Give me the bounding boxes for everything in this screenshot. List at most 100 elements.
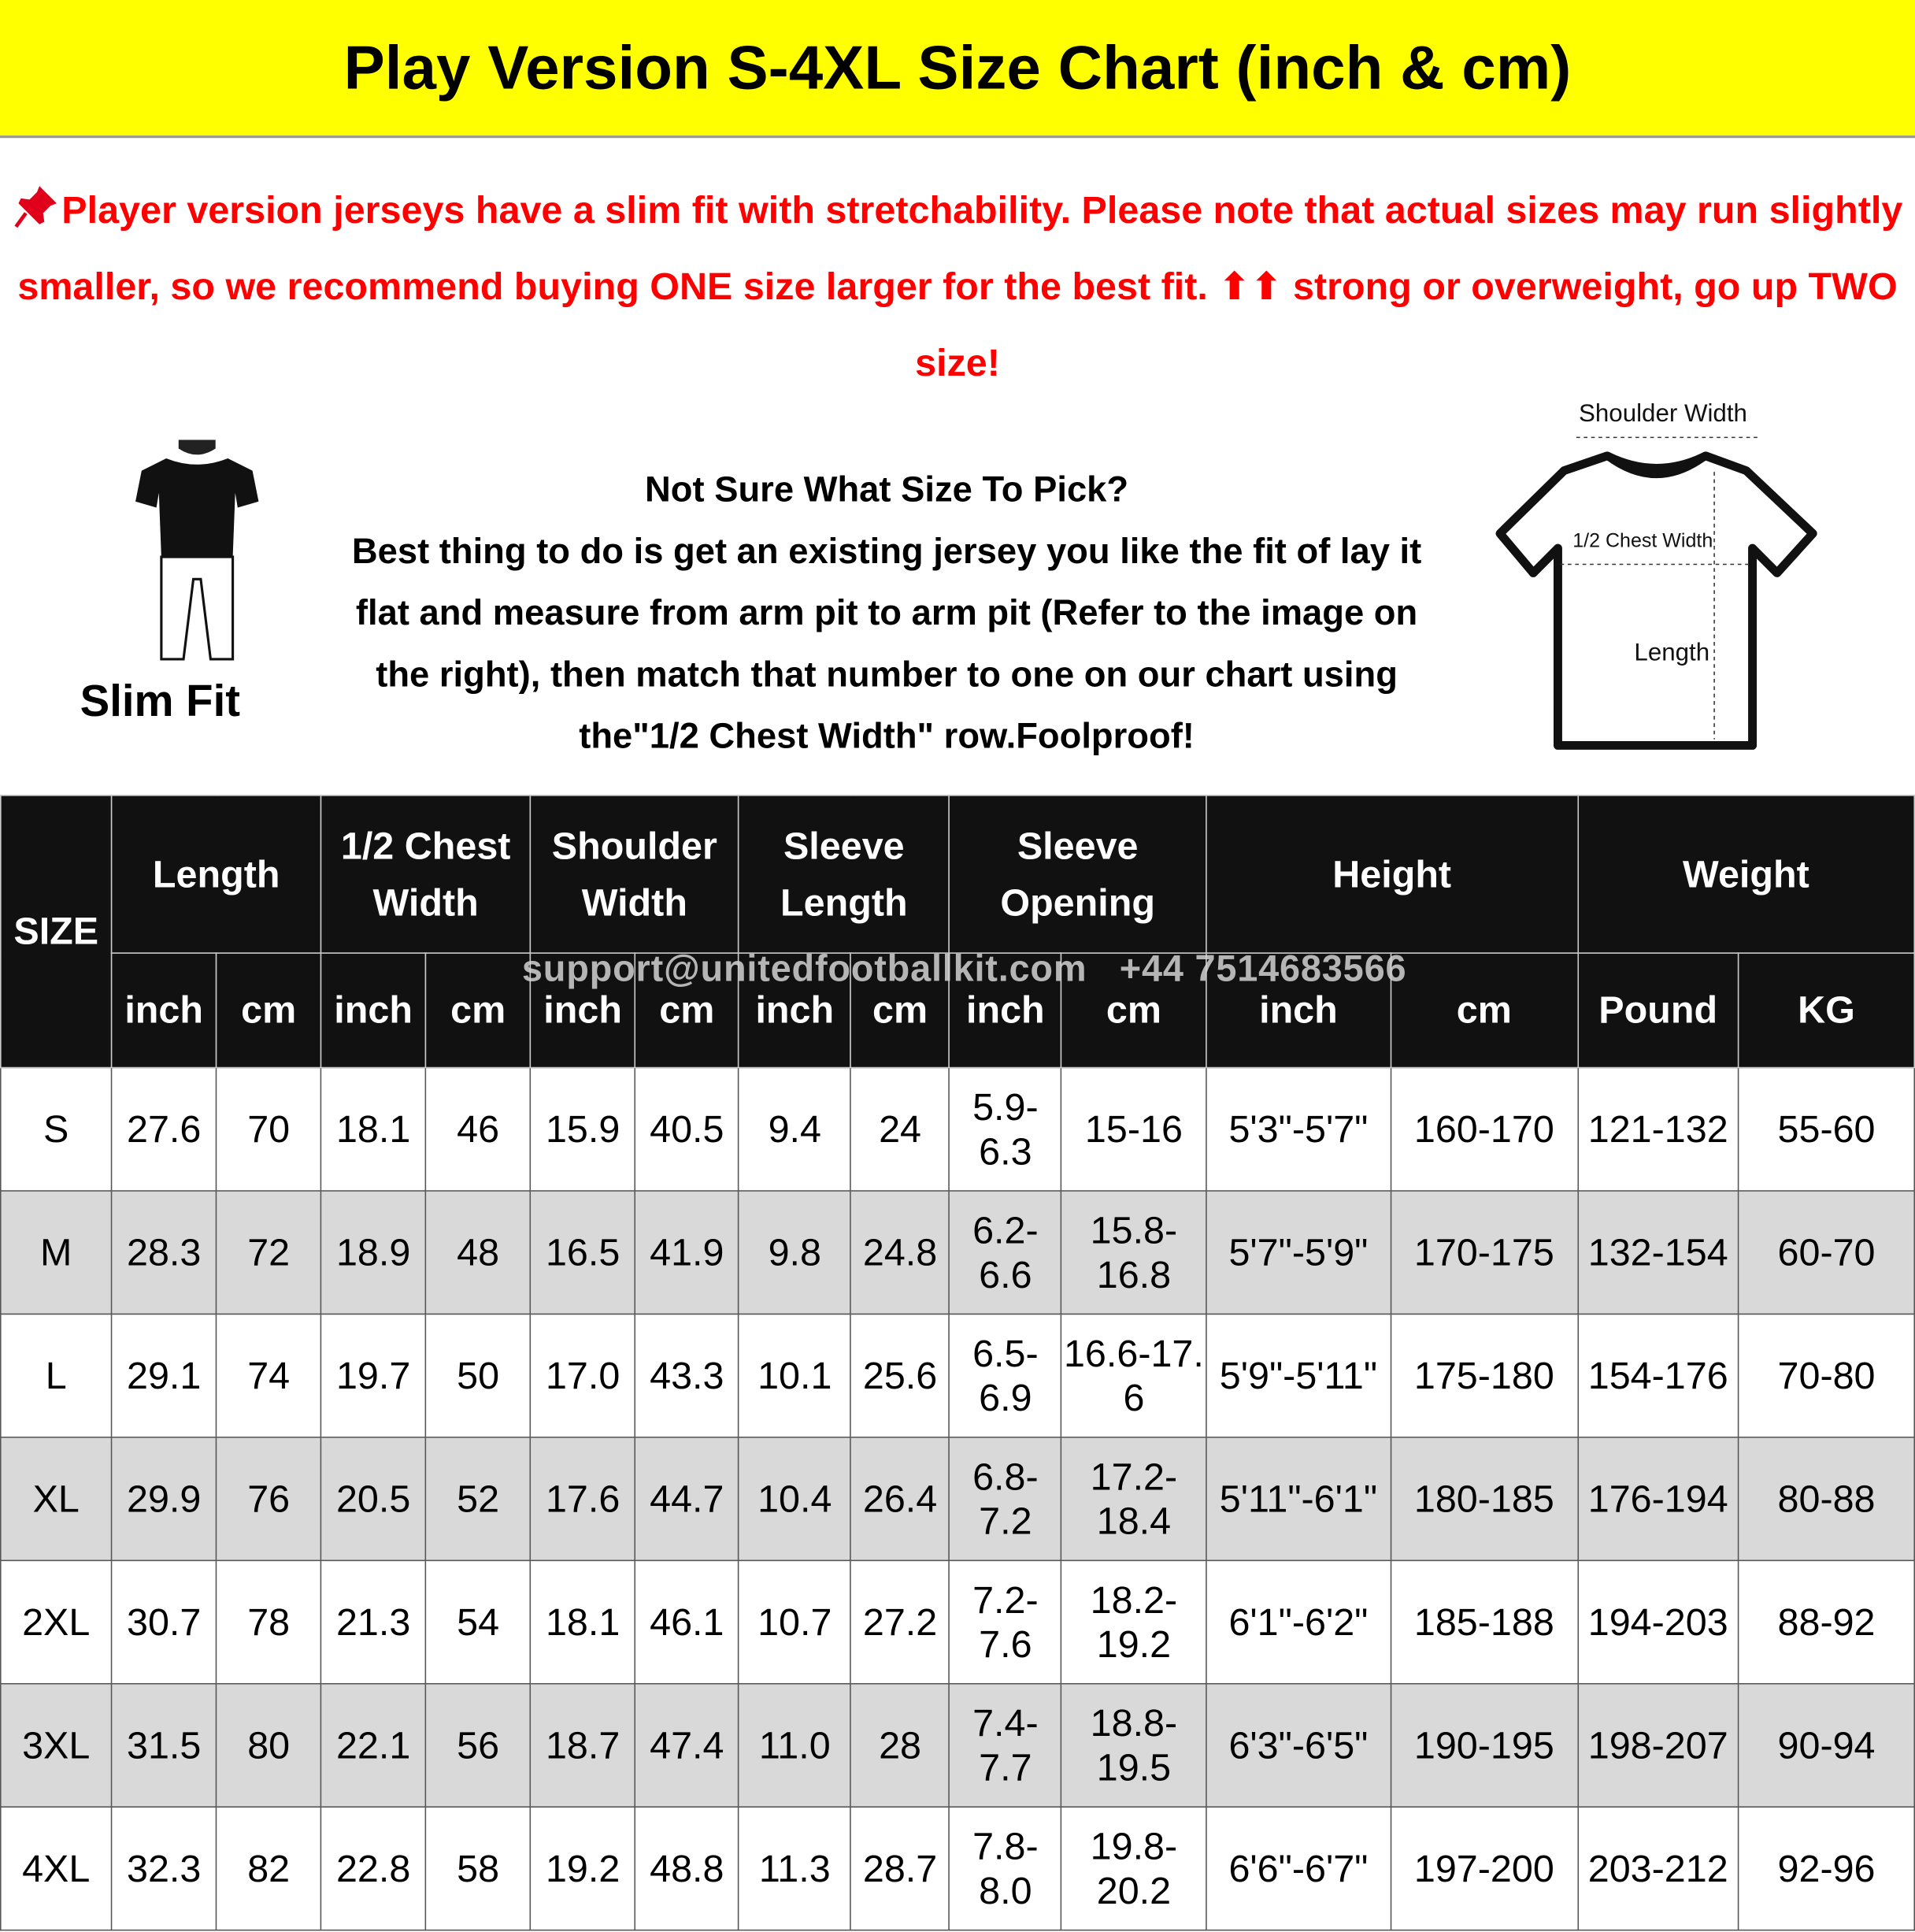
data-cell: 11.3 [738, 1806, 852, 1931]
group-header: Sleeve Opening [948, 795, 1207, 954]
data-cell: 16.5 [529, 1190, 636, 1315]
data-cell: 70-80 [1738, 1313, 1915, 1438]
data-cell: 48 [424, 1190, 532, 1315]
data-cell: 28.7 [850, 1806, 950, 1931]
data-cell: 92-96 [1738, 1806, 1915, 1931]
data-cell: 10.4 [738, 1437, 852, 1562]
unit-header: inch [738, 952, 852, 1069]
size-table: SIZE Length 1/2 Chest Width Shoulder Width S… [0, 795, 1915, 1931]
unit-header: inch [110, 952, 217, 1069]
data-cell: 6.5-6.9 [948, 1313, 1062, 1438]
diagram-label: Length [1634, 639, 1710, 667]
size-guide: Not Sure What Size To Pick? Best thing t… [326, 460, 1446, 768]
data-cell: 31.5 [110, 1682, 217, 1808]
data-cell: 198-207 [1576, 1682, 1739, 1808]
group-header: Sleeve Length [738, 795, 950, 954]
size-cell: 3XL [0, 1682, 113, 1808]
data-cell: 74 [215, 1313, 322, 1438]
data-row: 4XL 32.3 82 22.8 58 19.2 48.8 11.3 28.7 7.8-8.0 19… [0, 1806, 1915, 1931]
data-cell: 18.1 [529, 1559, 636, 1685]
data-cell: 18.7 [529, 1682, 636, 1808]
data-cell: 41.9 [634, 1190, 739, 1315]
guide-heading: Not Sure What Size To Pick? [645, 470, 1129, 510]
unit-header: inch [1205, 952, 1391, 1069]
data-cell: 16.6-17. 6 [1061, 1313, 1207, 1438]
data-cell: 46 [424, 1066, 532, 1192]
data-cell: 18.8-19.5 [1061, 1682, 1207, 1808]
data-cell: 28.3 [110, 1190, 217, 1315]
data-cell: 10.7 [738, 1559, 852, 1685]
data-cell: 194-203 [1576, 1559, 1739, 1685]
data-cell: 24.8 [850, 1190, 950, 1315]
data-cell: 154-176 [1576, 1313, 1739, 1438]
data-cell: 76 [215, 1437, 322, 1562]
data-cell: 19.7 [320, 1313, 427, 1438]
data-cell: 7.8-8.0 [948, 1806, 1062, 1931]
data-cell: 27.2 [850, 1559, 950, 1685]
unit-header: inch [320, 952, 427, 1069]
data-cell: 185-188 [1390, 1559, 1579, 1685]
size-cell: S [0, 1066, 113, 1192]
data-cell: 82 [215, 1806, 322, 1931]
data-cell: 6'6"-6'7" [1205, 1806, 1391, 1931]
data-cell: 54 [424, 1559, 532, 1685]
pin-icon [14, 186, 57, 228]
data-cell: 6'1"-6'2" [1205, 1559, 1391, 1685]
data-cell: 21.3 [320, 1559, 427, 1685]
note-text: Player version jerseys have a slim fit w… [17, 188, 1903, 385]
data-cell: 5'3"-5'7" [1205, 1066, 1391, 1192]
diagram-label: 1/2 Chest Width [1572, 531, 1713, 552]
data-cell: 6.8-7.2 [948, 1437, 1062, 1562]
data-cell: 25.6 [850, 1313, 950, 1438]
fit-label: Slim Fit [80, 675, 240, 726]
data-cell: 203-212 [1576, 1806, 1739, 1931]
data-cell: 18.9 [320, 1190, 427, 1315]
data-cell: 48.8 [634, 1806, 739, 1931]
fit-note: Player version jerseys have a slim fit w… [13, 172, 1903, 402]
data-row: 3XL 31.5 80 22.1 56 18.7 47.4 11.0 28 7.4-7.7 18.8… [0, 1682, 1915, 1808]
data-cell: 160-170 [1390, 1066, 1579, 1192]
data-row: XL 29.9 76 20.5 52 17.6 44.7 10.4 26.4 6.8-7.2 17.… [0, 1437, 1915, 1562]
data-cell: 9.4 [738, 1066, 852, 1192]
group-header: Shoulder Width [529, 795, 739, 954]
slim-fit-figure [135, 439, 259, 661]
size-cell: 2XL [0, 1559, 113, 1685]
data-cell: 24 [850, 1066, 950, 1192]
group-header: Length [110, 795, 322, 954]
data-cell: 6.2-6.6 [948, 1190, 1062, 1315]
data-row: M 28.3 72 18.9 48 16.5 41.9 9.8 24.8 6.2-6.6 15.8-… [0, 1190, 1915, 1315]
data-row: L 29.1 74 19.7 50 17.0 43.3 10.1 25.6 6.5-6.9 16.6… [0, 1313, 1915, 1438]
data-cell: 88-92 [1738, 1559, 1915, 1685]
data-cell: 18.2-19.2 [1061, 1559, 1207, 1685]
data-cell: 26.4 [850, 1437, 950, 1562]
data-cell: 7.2-7.6 [948, 1559, 1062, 1685]
unit-header: cm [850, 952, 950, 1069]
data-cell: 9.8 [738, 1190, 852, 1315]
unit-header: inch [948, 952, 1062, 1069]
data-cell: 55-60 [1738, 1066, 1915, 1192]
data-cell: 70 [215, 1066, 322, 1192]
data-cell: 15-16 [1061, 1066, 1207, 1192]
unit-row: inch cm inch cm inch cm inch cm inch cm inch cm Poun… [1, 952, 1915, 1069]
data-cell: 58 [424, 1806, 532, 1931]
data-cell: 18.1 [320, 1066, 427, 1192]
data-cell: 170-175 [1390, 1190, 1579, 1315]
data-cell: 44.7 [634, 1437, 739, 1562]
data-cell: 15.8-16.8 [1061, 1190, 1207, 1315]
title: Play Version S-4XL Size Chart (inch & cm… [0, 0, 1915, 139]
data-cell: 47.4 [634, 1682, 739, 1808]
data-cell: 30.7 [110, 1559, 217, 1685]
data-cell: 17.0 [529, 1313, 636, 1438]
data-cell: 15.9 [529, 1066, 636, 1192]
data-cell: 132-154 [1576, 1190, 1739, 1315]
unit-header: cm [215, 952, 322, 1069]
data-cell: 29.9 [110, 1437, 217, 1562]
data-row: S 27.6 70 18.1 46 15.9 40.5 9.4 24 5.9-6.3 15-16 5'… [0, 1066, 1915, 1192]
data-cell: 17.2-18.4 [1061, 1437, 1207, 1562]
data-cell: 180-185 [1390, 1437, 1579, 1562]
diagram-label: Shoulder Width [1579, 400, 1747, 428]
unit-header: KG [1738, 952, 1915, 1069]
data-cell: 29.1 [110, 1313, 217, 1438]
